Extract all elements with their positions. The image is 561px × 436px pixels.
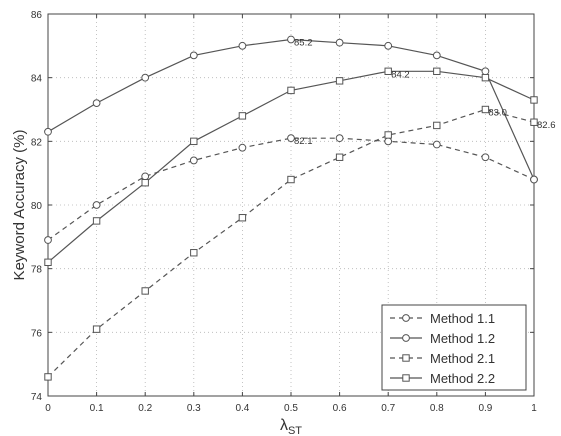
data-label: 82.6 [537, 120, 556, 131]
data-point-method-1-2 [92, 99, 101, 108]
y-tick-label: 74 [31, 392, 43, 403]
legend-label: Method 2.2 [430, 371, 495, 386]
data-point-method-2-2 [530, 96, 538, 104]
data-label: 82.1 [294, 136, 313, 147]
x-tick-label: 0.8 [430, 403, 444, 414]
x-tick-label: 0.2 [138, 403, 152, 414]
data-point-method-2-2 [141, 179, 149, 187]
data-point-method-2-2 [287, 86, 295, 95]
data-point-method-2-1 [287, 175, 295, 184]
x-tick-label: 0.5 [284, 403, 298, 414]
x-tick-label: 0.6 [333, 403, 347, 414]
data-point-method-2-1 [530, 118, 538, 126]
legend-label: Method 1.1 [430, 311, 495, 326]
data-point-method-2-2 [384, 67, 392, 75]
data-point-method-1-1 [287, 134, 295, 143]
legend: Method 1.1 Method 1.2 Method 2.1 Method 2.2 [381, 304, 527, 391]
data-label: 85.2 [294, 37, 313, 48]
legend-label: Method 1.2 [430, 331, 495, 346]
data-label: 84.2 [391, 69, 410, 80]
data-point-method-1-2 [141, 73, 150, 82]
legend-item-method-2-2: Method 2.2 [390, 371, 495, 386]
data-point-method-1-1 [44, 236, 52, 244]
data-point-method-2-1 [190, 249, 198, 257]
data-point-method-2-1 [481, 105, 490, 114]
data-point-method-1-1 [189, 156, 198, 165]
series-method-1-1 [44, 134, 538, 244]
data-point-method-1-1 [238, 143, 247, 152]
data-point-method-2-2 [92, 217, 101, 225]
data-point-method-1-2 [189, 51, 198, 60]
y-axis-label: Keyword Accuracy (%) [11, 130, 28, 281]
data-point-method-2-1 [44, 373, 52, 381]
annotations: 85.2 84.2 82.1 83.0 82.6 [294, 37, 556, 147]
data-point-method-2-2 [238, 112, 247, 120]
data-point-method-1-1 [141, 172, 150, 181]
series-line-method-2-1 [47, 108, 535, 378]
data-point-method-2-2 [433, 67, 441, 75]
data-point-method-2-2 [335, 77, 344, 85]
legend-marker [402, 374, 410, 382]
data-point-method-2-2 [190, 137, 198, 146]
x-tick-label: 0.7 [381, 403, 395, 414]
y-tick-label: 78 [31, 265, 43, 276]
data-point-method-1-1 [481, 153, 490, 162]
series-method-2-2 [44, 67, 538, 267]
data-point-method-2-1 [384, 131, 392, 139]
x-tick-label: 0.9 [478, 403, 492, 414]
y-tick-label: 82 [31, 137, 43, 148]
series-layer [44, 35, 538, 381]
y-tick-label: 80 [31, 201, 43, 212]
y-tick-label: 84 [31, 74, 43, 85]
legend-marker [402, 334, 410, 342]
grid [48, 14, 534, 396]
data-point-method-1-1 [335, 134, 344, 143]
data-point-method-2-1 [92, 325, 101, 333]
data-point-method-1-2 [530, 175, 538, 184]
data-point-method-1-2 [44, 127, 52, 136]
x-axis-label: λST [280, 417, 302, 436]
data-point-method-1-1 [432, 140, 441, 149]
y-tick-label: 86 [31, 10, 43, 21]
legend-marker [402, 314, 410, 322]
x-axis-label-subscript: ST [288, 425, 302, 436]
series-method-1-2 [44, 35, 538, 184]
series-line-method-1-1 [47, 137, 535, 241]
x-tick-label: 0 [45, 403, 51, 414]
data-point-method-2-1 [141, 287, 149, 295]
legend-marker [402, 354, 410, 362]
data-point-method-2-1 [335, 153, 344, 161]
x-tick-label: 0.1 [90, 403, 104, 414]
legend-item-method-2-1: Method 2.1 [390, 351, 495, 366]
data-point-method-1-2 [481, 67, 490, 76]
data-point-method-1-2 [238, 41, 247, 50]
data-point-method-1-1 [92, 201, 101, 209]
data-point-method-1-2 [287, 35, 295, 44]
legend-item-method-1-1: Method 1.1 [390, 311, 495, 326]
data-label: 83.0 [488, 108, 507, 119]
series-method-2-1 [44, 105, 538, 381]
data-point-method-1-2 [432, 51, 441, 60]
legend-item-method-1-2: Method 1.2 [390, 331, 495, 346]
data-point-method-2-2 [44, 258, 52, 267]
x-axis-label-symbol: λ [280, 417, 288, 434]
y-tick-label: 76 [31, 328, 43, 339]
data-point-method-2-2 [481, 73, 490, 82]
data-point-method-2-1 [238, 214, 247, 222]
axes: 0 0.1 0.2 0.3 0.4 0.5 0.6 0.7 0.8 0.9 1 74 76 78 80 82 8… [31, 10, 537, 414]
x-tick-label: 1 [531, 403, 537, 414]
data-point-method-1-1 [384, 137, 393, 146]
data-point-method-1-2 [384, 41, 393, 50]
data-point-method-2-1 [433, 121, 441, 130]
data-point-method-1-2 [335, 38, 344, 47]
legend-label: Method 2.1 [430, 351, 495, 366]
x-tick-label: 0.4 [235, 403, 249, 414]
x-tick-label: 0.3 [187, 403, 201, 414]
